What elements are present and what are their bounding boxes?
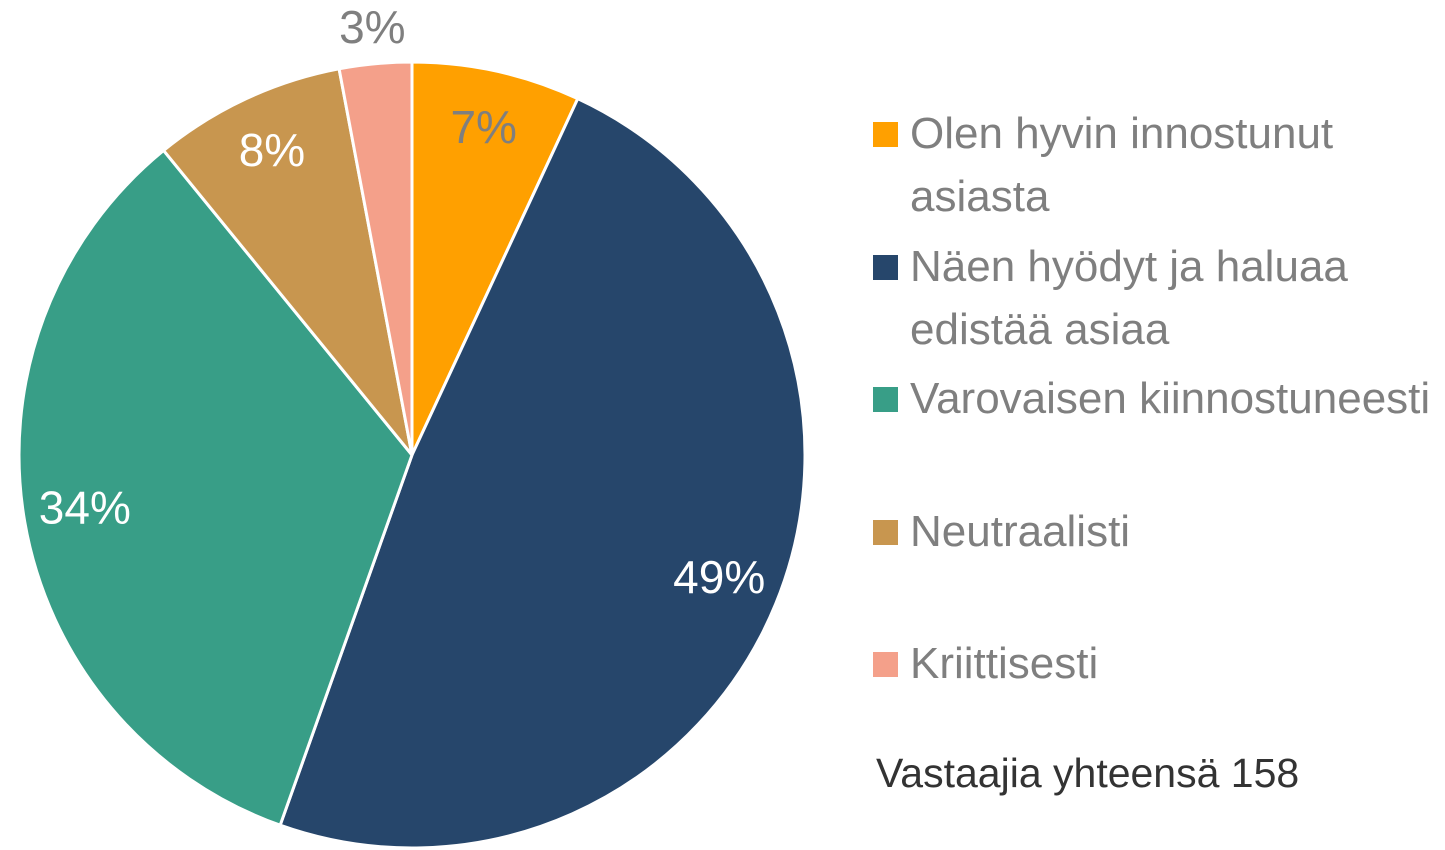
legend-swatch [873, 254, 898, 280]
pie-slice [410, 60, 580, 456]
legend-swatch [873, 652, 898, 677]
note: Vastaajia yhteensä 158 [876, 750, 1300, 796]
pie-slice [161, 67, 414, 456]
legend-entry: Olen hyvin innostunut asiasta [873, 104, 1443, 237]
legend-label: Olen hyvin innostunut asiasta [910, 109, 1334, 221]
legend-entry: Kriittisesti [873, 634, 1443, 767]
legend-entry: Näen hyödyt ja haluaa edistää asiaa [873, 237, 1443, 370]
legend: Olen hyvin innostunut asiasta Näen hyödyt… [873, 104, 1443, 767]
pie-slice [278, 96, 807, 850]
legend-swatch [873, 387, 898, 412]
legend-entry: Neutraalisti [873, 502, 1443, 635]
legend-label: Varovaisen kiinnostuneesti [910, 374, 1431, 423]
data-label: 49% [673, 551, 765, 603]
data-label: 7% [450, 101, 516, 153]
pie-slice [17, 148, 414, 828]
data-label: 3% [339, 1, 405, 53]
legend-label: Näen hyödyt ja haluaa edistää asiaa [910, 241, 1348, 354]
chart: 7% 49% 34% 8% 3% [17, 1, 807, 850]
data-label: 8% [239, 124, 305, 176]
data-label: 34% [39, 482, 131, 534]
legend-label: Neutraalisti [910, 506, 1131, 556]
legend-swatch [873, 519, 898, 545]
legend-entry: Varovaisen kiinnostuneesti [873, 369, 1443, 502]
legend-label: Kriittisesti [910, 639, 1099, 688]
pie-slice [337, 60, 414, 456]
legend-swatch [873, 122, 898, 147]
